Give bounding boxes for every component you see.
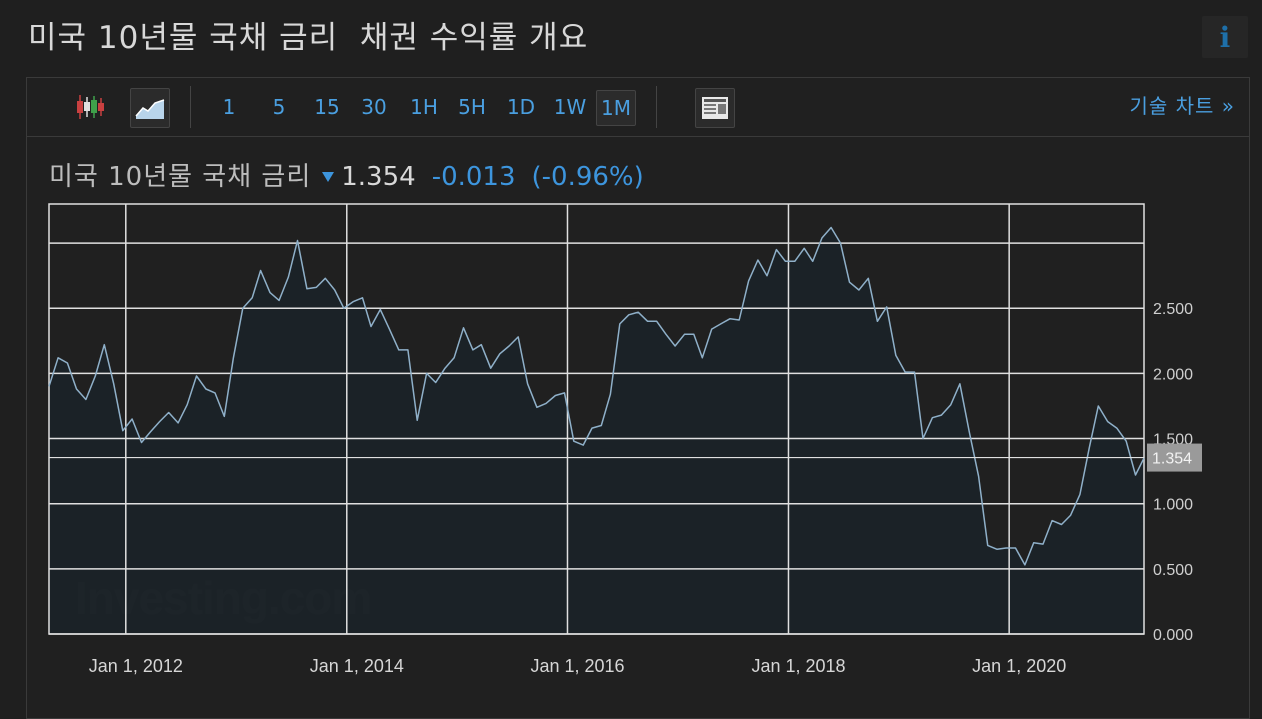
toolbar-divider — [656, 86, 657, 128]
last-price: 1.354 — [341, 162, 416, 192]
price-change: -0.013 — [431, 162, 516, 192]
x-tick-label: Jan 1, 2020 — [972, 656, 1066, 676]
area-chart-icon[interactable] — [130, 88, 170, 128]
x-tick-label: Jan 1, 2014 — [310, 656, 404, 676]
interval-15[interactable]: 15 — [314, 95, 340, 119]
y-tick-label: 0.500 — [1153, 562, 1193, 579]
price-change-percent: (-0.96%) — [531, 162, 644, 192]
y-tick-label: 1.000 — [1153, 497, 1193, 514]
down-arrow-icon — [321, 160, 335, 190]
y-tick-label: 0.000 — [1153, 627, 1193, 644]
current-price-label: 1.354 — [1152, 451, 1192, 468]
chart-layout-icon[interactable] — [695, 88, 735, 128]
series-area — [49, 227, 1144, 634]
x-tick-label: Jan 1, 2018 — [751, 656, 845, 676]
interval-1d[interactable]: 1D — [506, 95, 536, 119]
toolbar-divider — [190, 86, 191, 128]
info-icon: i — [1219, 20, 1231, 54]
page-title: 미국 10년물 국채 금리 채권 수익률 개요 — [28, 20, 589, 56]
interval-5[interactable]: 5 — [272, 95, 286, 119]
interval-1h[interactable]: 1H — [410, 95, 438, 119]
x-tick-label: Jan 1, 2012 — [89, 656, 183, 676]
chart-panel: 1 5 15 30 1H 5H 1D 1W 1M 기술 차트 » 미국 10년물 국채 금리 1.… — [26, 77, 1250, 719]
instrument-name: 미국 10년물 국채 금리 — [49, 162, 312, 192]
yield-chart[interactable]: Investing.com0.0000.5001.0001.5002.0002.… — [27, 78, 1249, 700]
interval-5h[interactable]: 5H — [458, 95, 486, 119]
interval-1m[interactable]: 1M — [596, 90, 636, 126]
x-tick-label: Jan 1, 2016 — [530, 656, 624, 676]
interval-1w[interactable]: 1W — [553, 95, 587, 119]
series-line — [48, 226, 1145, 566]
plot-frame — [48, 203, 1145, 635]
chart-toolbar: 1 5 15 30 1H 5H 1D 1W 1M 기술 차트 » — [27, 78, 1249, 137]
y-tick-label: 2.500 — [1153, 301, 1193, 318]
tech-chart-link[interactable]: 기술 차트 » — [1129, 94, 1235, 118]
info-button[interactable]: i — [1202, 16, 1248, 58]
current-price-tag — [1147, 443, 1202, 472]
interval-30[interactable]: 30 — [361, 95, 387, 119]
y-tick-label: 2.000 — [1153, 366, 1193, 383]
quote-header: 미국 10년물 국채 금리 1.354 -0.013 (-0.96%) — [49, 156, 644, 193]
candlestick-chart-icon[interactable] — [71, 88, 109, 126]
interval-1[interactable]: 1 — [222, 95, 236, 119]
